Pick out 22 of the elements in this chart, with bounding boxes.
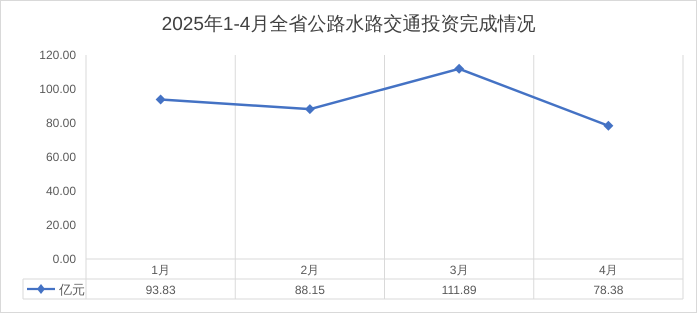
point [304, 104, 315, 114]
text: 88.15 [294, 283, 325, 297]
point [603, 120, 614, 131]
y-tick-label: 80.00 [46, 116, 76, 130]
point [156, 94, 166, 104]
point [454, 64, 464, 74]
y-tick-label: 100.00 [39, 82, 76, 96]
y-tick-label: 0.00 [52, 252, 76, 266]
title: 2025年1-4月全省公路水路交通投资完成情况 [162, 14, 536, 35]
legend: 亿元 [27, 282, 85, 297]
legend-label: 亿元 [58, 282, 85, 297]
y-tick-label: 120.00 [39, 48, 76, 62]
text: 111.89 [442, 283, 477, 297]
y-tick-label: 40.00 [46, 184, 76, 198]
x-tick-label: 2月 [300, 263, 320, 277]
x-tick-label: 4月 [599, 263, 618, 277]
y-tick-label: 60.00 [46, 150, 76, 164]
text: 93.83 [146, 283, 176, 297]
y-tick-label: 20.00 [46, 218, 76, 232]
x-tick-label: 3月 [450, 263, 468, 277]
x-tick-label: 1月 [151, 263, 170, 277]
text: 78.38 [593, 283, 624, 297]
